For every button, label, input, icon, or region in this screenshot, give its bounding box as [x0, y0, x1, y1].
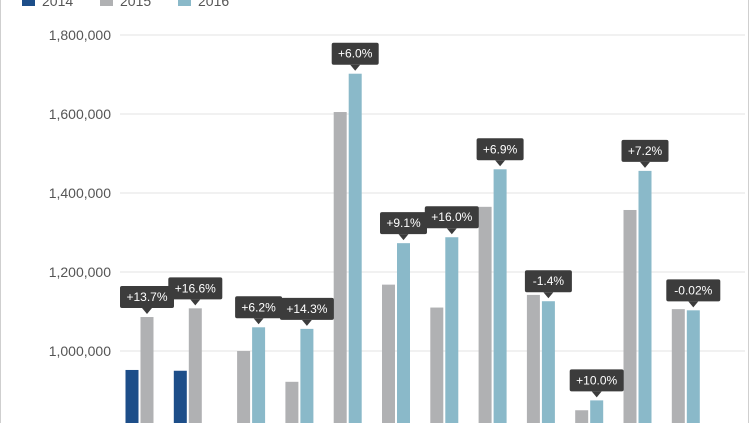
change-callout: +13.7%	[120, 286, 174, 315]
bar	[526, 294, 540, 423]
callout-box	[666, 279, 721, 302]
callout-box	[235, 296, 283, 319]
change-callout: -0.02%	[666, 279, 721, 308]
legend-label: 2015	[120, 0, 151, 9]
callout-pointer	[253, 318, 264, 325]
bar	[333, 112, 347, 423]
callout-label: +6.2%	[241, 300, 276, 314]
bar	[173, 370, 187, 423]
callout-pointer	[688, 301, 699, 308]
callout-label: +16.0%	[431, 210, 472, 224]
change-callout: +6.0%	[331, 42, 379, 71]
change-callout: +6.9%	[476, 138, 524, 167]
callout-pointer	[591, 391, 602, 398]
bar	[348, 73, 362, 423]
change-callout: -1.4%	[524, 270, 572, 299]
bar	[397, 243, 410, 423]
bar	[575, 410, 589, 423]
callout-label: +6.9%	[483, 142, 518, 156]
callout-pointer	[446, 228, 457, 235]
bar	[140, 317, 154, 423]
bar	[382, 284, 395, 423]
y-tick-label: 1,000,000	[49, 343, 111, 359]
bar	[590, 400, 604, 423]
callout-box	[279, 297, 334, 320]
bar	[285, 381, 299, 423]
bar	[493, 169, 507, 423]
callout-label: +6.0%	[338, 47, 373, 61]
callout-label: +7.2%	[628, 144, 663, 158]
callout-box	[524, 270, 572, 293]
callout-label: -1.4%	[533, 274, 565, 288]
bar	[478, 206, 492, 423]
bar	[188, 308, 202, 423]
bar	[430, 307, 444, 423]
y-tick-label: 1,600,000	[49, 106, 111, 122]
callout-box	[569, 369, 624, 392]
callout-label: +16.6%	[175, 281, 216, 295]
callout-pointer	[301, 319, 312, 326]
callout-pointer	[495, 160, 506, 167]
callout-box	[621, 139, 669, 162]
bar	[252, 327, 266, 423]
callout-box	[331, 42, 379, 65]
callout-pointer	[398, 234, 409, 241]
change-callout: +9.1%	[380, 212, 427, 241]
legend-swatch	[22, 0, 35, 6]
legend-label: 2016	[198, 0, 229, 9]
callout-box	[120, 286, 174, 309]
callout-box	[168, 277, 223, 300]
callout-pointer	[142, 308, 152, 315]
callout-label: +13.7%	[126, 290, 167, 304]
change-callout: +14.3%	[279, 297, 334, 326]
callout-label: +9.1%	[386, 216, 421, 230]
change-callout: +6.2%	[235, 296, 283, 325]
bar	[445, 237, 459, 423]
callout-pointer	[190, 299, 201, 306]
bar	[300, 328, 314, 423]
change-callout: +16.0%	[424, 206, 479, 235]
callout-box	[476, 138, 524, 161]
y-tick-label: 1,400,000	[49, 185, 111, 201]
callout-label: +14.3%	[286, 302, 327, 316]
change-callout: +16.6%	[168, 277, 223, 306]
callout-label: -0.02%	[674, 283, 712, 297]
callout-box	[380, 212, 427, 235]
bar	[686, 310, 700, 423]
callout-pointer	[350, 64, 361, 71]
change-callout: +7.2%	[621, 139, 669, 168]
callout-pointer	[543, 292, 554, 299]
legend-label: 2014	[42, 0, 73, 9]
legend-swatch	[100, 0, 113, 6]
bar	[638, 170, 652, 423]
bar	[125, 369, 139, 423]
bar	[237, 351, 251, 423]
bar	[671, 309, 685, 423]
callout-box	[424, 206, 479, 229]
y-tick-label: 1,800,000	[49, 27, 111, 43]
y-tick-label: 1,200,000	[49, 264, 111, 280]
callout-label: +10.0%	[576, 373, 617, 387]
bar	[623, 209, 637, 423]
legend-swatch	[178, 0, 191, 6]
change-callout: +10.0%	[569, 369, 624, 398]
bar	[541, 301, 555, 423]
callout-pointer	[640, 161, 650, 168]
